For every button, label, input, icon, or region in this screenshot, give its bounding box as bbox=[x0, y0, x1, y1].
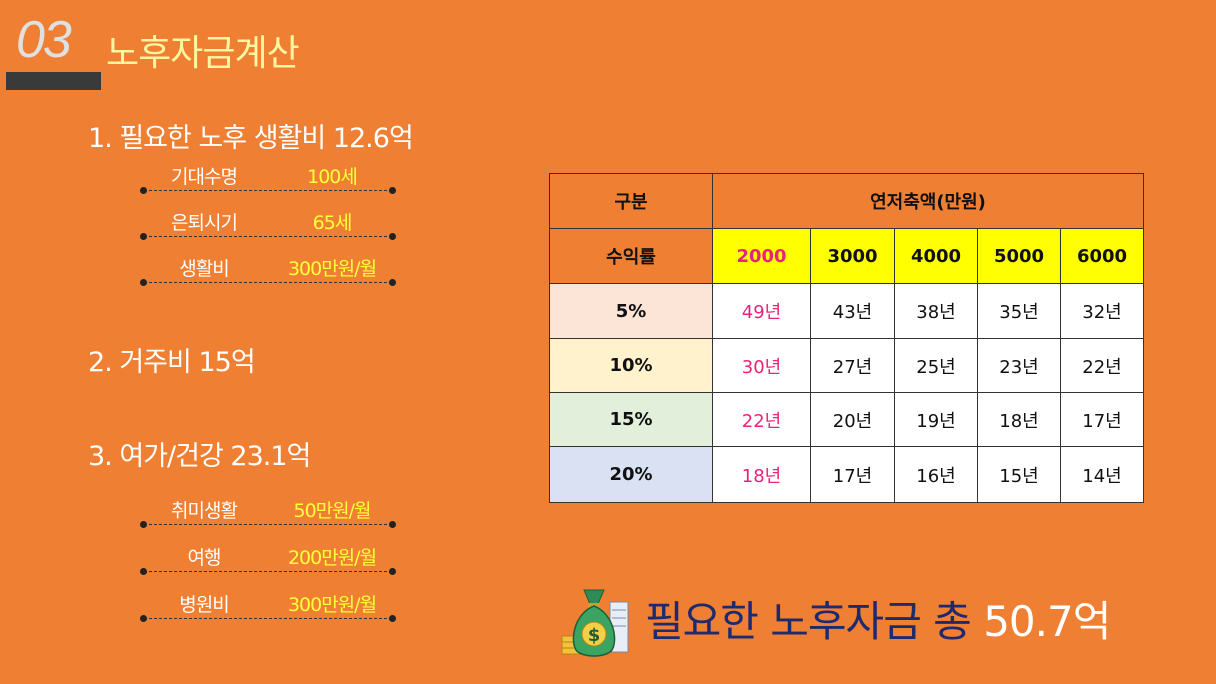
column-header-cell: 6000 bbox=[1060, 228, 1144, 284]
detail-label: 취미생활 bbox=[171, 500, 238, 522]
living-cost-title: 1. 필요한 노후 생활비 bbox=[88, 123, 326, 154]
detail-value: 300만원/월 bbox=[287, 594, 377, 616]
detail-value: 100세 bbox=[307, 166, 358, 188]
detail-row: 병원비 300만원/월 bbox=[140, 590, 396, 622]
table-cell: 18년 bbox=[712, 446, 811, 503]
table-cell: 17년 bbox=[1060, 392, 1144, 447]
rate-cell: 5% bbox=[549, 283, 713, 339]
table-cell: 49년 bbox=[712, 283, 811, 339]
group-header-cell: 연저축액(만원) bbox=[712, 173, 1144, 229]
table-row: 5% 49년 43년 38년 35년 32년 bbox=[549, 283, 1144, 339]
detail-label: 은퇴시기 bbox=[171, 212, 238, 234]
detail-label: 생활비 bbox=[179, 258, 229, 280]
table-cell: 30년 bbox=[712, 338, 811, 393]
bullet-dot bbox=[140, 568, 147, 575]
bullet-dot bbox=[140, 187, 147, 194]
rate-cell: 10% bbox=[549, 338, 713, 393]
dotted-divider bbox=[144, 618, 392, 619]
table-cell: 38년 bbox=[894, 283, 978, 339]
section-number: 03 bbox=[16, 11, 72, 69]
rate-cell: 15% bbox=[549, 392, 713, 447]
table-cell: 25년 bbox=[894, 338, 978, 393]
living-cost-amount: 12.6억 bbox=[332, 123, 414, 154]
detail-row: 생활비 300만원/월 bbox=[140, 254, 396, 286]
housing-cost-title: 2. 거주비 bbox=[88, 347, 192, 378]
bullet-dot bbox=[140, 279, 147, 286]
housing-cost-amount: 15억 bbox=[198, 347, 255, 378]
dotted-divider bbox=[144, 571, 392, 572]
total-amount: 50.7억 bbox=[983, 597, 1111, 646]
detail-value: 300만원/월 bbox=[287, 258, 377, 280]
savings-table: 구분 연저축액(만원) 수익률 2000 3000 4000 5000 6000… bbox=[549, 173, 1144, 503]
column-header-cell: 4000 bbox=[894, 228, 978, 284]
dotted-divider bbox=[144, 190, 392, 191]
row-header-cell: 수익률 bbox=[549, 228, 713, 284]
bullet-dot bbox=[389, 279, 396, 286]
detail-label: 병원비 bbox=[179, 594, 229, 616]
money-bag-icon: $ bbox=[561, 589, 629, 657]
detail-value: 50만원/월 bbox=[293, 500, 371, 522]
column-header-cell: 5000 bbox=[977, 228, 1061, 284]
leisure-cost-amount: 23.1억 bbox=[230, 441, 311, 472]
detail-row: 여행 200만원/월 bbox=[140, 543, 396, 575]
table-cell: 17년 bbox=[810, 446, 895, 503]
housing-cost-heading: 2. 거주비 15억 bbox=[88, 340, 256, 379]
table-cell: 14년 bbox=[1060, 446, 1144, 503]
detail-row: 취미생활 50만원/월 bbox=[140, 496, 396, 528]
total-required-funds: 필요한 노후자금 총 50.7억 bbox=[645, 588, 1111, 649]
table-cell: 43년 bbox=[810, 283, 895, 339]
table-row: 20% 18년 17년 16년 15년 14년 bbox=[549, 446, 1144, 503]
table-cell: 18년 bbox=[977, 392, 1061, 447]
detail-value: 65세 bbox=[312, 212, 353, 234]
table-cell: 20년 bbox=[810, 392, 895, 447]
table-cell: 22년 bbox=[1060, 338, 1144, 393]
rate-cell: 20% bbox=[549, 446, 713, 503]
table-cell: 35년 bbox=[977, 283, 1061, 339]
bullet-dot bbox=[389, 615, 396, 622]
table-cell: 16년 bbox=[894, 446, 978, 503]
page-title: 노후자금계산 bbox=[106, 33, 300, 74]
bullet-dot bbox=[140, 233, 147, 240]
bullet-dot bbox=[389, 187, 396, 194]
bullet-dot bbox=[389, 521, 396, 528]
column-header-cell: 3000 bbox=[810, 228, 895, 284]
detail-value: 200만원/월 bbox=[287, 547, 377, 569]
leisure-cost-title: 3. 여가/건강 bbox=[88, 441, 224, 472]
detail-label: 기대수명 bbox=[171, 166, 238, 188]
dotted-divider bbox=[144, 236, 392, 237]
table-cell: 32년 bbox=[1060, 283, 1144, 339]
table-row: 15% 22년 20년 19년 18년 17년 bbox=[549, 392, 1144, 447]
table-cell: 27년 bbox=[810, 338, 895, 393]
detail-label: 여행 bbox=[187, 547, 222, 569]
detail-row: 기대수명 100세 bbox=[140, 162, 396, 194]
bullet-dot bbox=[389, 568, 396, 575]
svg-text:$: $ bbox=[588, 625, 601, 646]
table-cell: 15년 bbox=[977, 446, 1061, 503]
column-header-cell: 2000 bbox=[712, 228, 811, 284]
header-bar bbox=[6, 72, 101, 90]
bullet-dot bbox=[140, 615, 147, 622]
bullet-dot bbox=[389, 233, 396, 240]
living-cost-heading: 1. 필요한 노후 생활비 12.6억 bbox=[88, 116, 414, 155]
table-cell: 23년 bbox=[977, 338, 1061, 393]
dotted-divider bbox=[144, 282, 392, 283]
table-cell: 19년 bbox=[894, 392, 978, 447]
table-row: 10% 30년 27년 25년 23년 22년 bbox=[549, 338, 1144, 393]
table-corner-cell: 구분 bbox=[549, 173, 713, 229]
leisure-cost-heading: 3. 여가/건강 23.1억 bbox=[88, 434, 311, 473]
total-label: 필요한 노후자금 총 bbox=[645, 597, 972, 646]
table-cell: 22년 bbox=[712, 392, 811, 447]
dotted-divider bbox=[144, 524, 392, 525]
bullet-dot bbox=[140, 521, 147, 528]
detail-row: 은퇴시기 65세 bbox=[140, 208, 396, 240]
